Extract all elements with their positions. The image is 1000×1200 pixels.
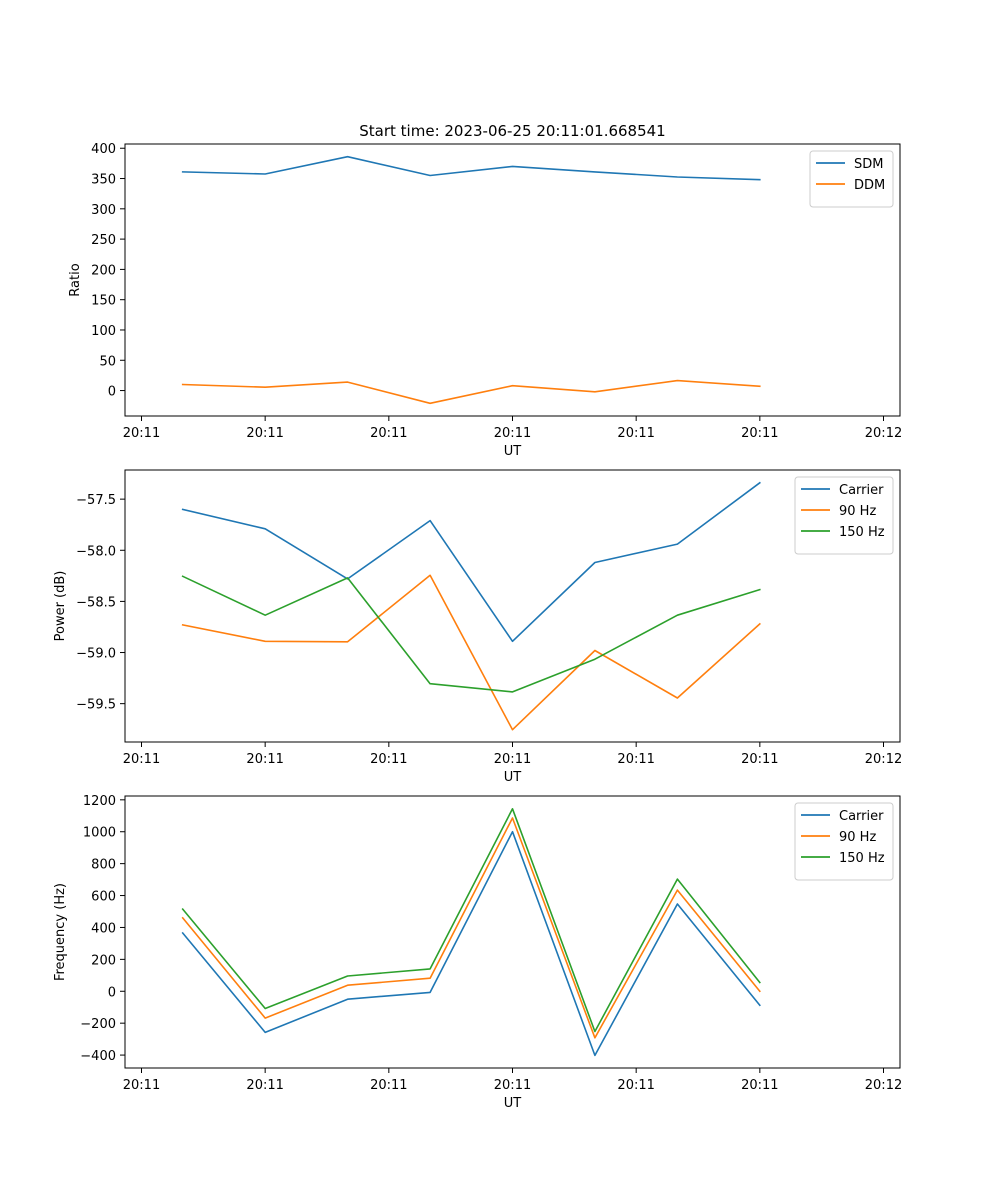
power-y-tick-label: −58.0 (76, 544, 116, 559)
ratio-x-tick-label: 20:11 (617, 426, 654, 441)
frequency-y-axis-label: Frequency (Hz) (53, 883, 68, 981)
ratio-x-tick-label: 20:11 (246, 426, 283, 441)
frequency-x-tick-label: 20:11 (123, 1078, 160, 1093)
ratio-series-line-0 (181, 155, 761, 181)
ratio-legend-entry: SDM (854, 157, 883, 172)
ratio-y-tick-label: 150 (91, 294, 116, 309)
ratio-y-tick-label: 100 (91, 324, 116, 339)
ratio-y-tick-label: 50 (99, 354, 116, 369)
power-series-line-0 (181, 481, 761, 643)
power-x-tick-label: 20:11 (741, 752, 778, 767)
frequency-legend-entry: 90 Hz (839, 830, 876, 845)
ratio-x-tick-label: 20:11 (123, 426, 160, 441)
frequency-y-tick-label: 1000 (83, 826, 116, 841)
frequency-legend-entry: Carrier (839, 809, 884, 824)
frequency-panel: 20:11 20:11 20:11 20:11 20:11 20:11 20:12 −400 −… (53, 794, 902, 1111)
power-panel: 20:11 20:11 20:11 20:11 20:11 20:11 20:12 −59.5… (53, 469, 902, 785)
frequency-x-tick-label: 20:11 (494, 1078, 531, 1093)
frequency-x-tick-label: 20:11 (246, 1078, 283, 1093)
ratio-x-tick-label: 20:11 (741, 426, 778, 441)
figure-title: Start time: 2023-06-25 20:11:01.668541 (359, 122, 665, 140)
power-series-line-2 (181, 575, 761, 693)
power-x-tick-label: 20:11 (494, 752, 531, 767)
ratio-y-tick-label: 400 (91, 142, 116, 157)
frequency-x-tick-label: 20:12 (865, 1078, 902, 1093)
frequency-y-tick-label: 200 (91, 953, 116, 968)
power-y-tick-label: −57.5 (76, 493, 116, 508)
ratio-y-tick-label: 350 (91, 173, 116, 188)
frequency-y-tick-label: 800 (91, 858, 116, 873)
power-x-tick-label: 20:11 (617, 752, 654, 767)
ratio-x-tick-label: 20:11 (370, 426, 407, 441)
frequency-y-tick-label: 1200 (83, 794, 116, 809)
frequency-x-tick-label: 20:11 (741, 1078, 778, 1093)
ratio-y-axis-label: Ratio (68, 263, 83, 296)
ratio-panel: 20:11 20:11 20:11 20:11 20:11 20:11 20:12 0 50 10… (68, 142, 902, 459)
power-legend-entry: 150 Hz (839, 525, 885, 540)
frequency-y-tick-label: −400 (80, 1049, 116, 1064)
ratio-legend-box (809, 150, 894, 208)
frequency-y-tick-label: −200 (80, 1017, 116, 1032)
ratio-legend: SDM DDM (809, 150, 894, 208)
power-y-axis-label: Power (dB) (53, 571, 68, 642)
ratio-y-tick-label: 0 (108, 385, 116, 400)
ratio-x-tick-label: 20:11 (494, 426, 531, 441)
power-y-tick-label: −59.5 (76, 698, 116, 713)
frequency-x-tick-label: 20:11 (617, 1078, 654, 1093)
ratio-x-axis-label: UT (504, 444, 522, 459)
frequency-y-tick-label: 0 (108, 985, 116, 1000)
power-x-axis-label: UT (504, 770, 522, 785)
power-x-tick-label: 20:11 (370, 752, 407, 767)
frequency-y-tick-label: 600 (91, 890, 116, 905)
frequency-series-line-2 (181, 807, 761, 1033)
frequency-legend-box (794, 802, 894, 881)
ratio-x-tick-label: 20:12 (865, 426, 902, 441)
power-y-tick-label: −59.0 (76, 647, 116, 662)
power-x-tick-label: 20:12 (865, 752, 902, 767)
power-x-tick-label: 20:11 (246, 752, 283, 767)
power-x-tick-label: 20:11 (123, 752, 160, 767)
frequency-legend: Carrier 90 Hz 150 Hz (794, 802, 894, 881)
ratio-y-tick-label: 250 (91, 233, 116, 248)
power-legend-entry: 90 Hz (839, 504, 876, 519)
frequency-x-tick-label: 20:11 (370, 1078, 407, 1093)
power-y-tick-label: −58.5 (76, 595, 116, 610)
power-series-line-1 (181, 574, 761, 731)
frequency-y-tick-label: 400 (91, 921, 116, 936)
frequency-series-line-1 (181, 817, 761, 1039)
power-legend-entry: Carrier (839, 483, 884, 498)
frequency-legend-entry: 150 Hz (839, 851, 885, 866)
frequency-x-axis-label: UT (504, 1096, 522, 1111)
power-legend: Carrier 90 Hz 150 Hz (794, 476, 894, 555)
ratio-series-line-1 (181, 379, 761, 405)
power-legend-box (794, 476, 894, 555)
frequency-series-line-0 (181, 830, 761, 1057)
ratio-y-tick-label: 200 (91, 263, 116, 278)
ratio-y-tick-label: 300 (91, 203, 116, 218)
ratio-legend-entry: DDM (854, 178, 885, 193)
